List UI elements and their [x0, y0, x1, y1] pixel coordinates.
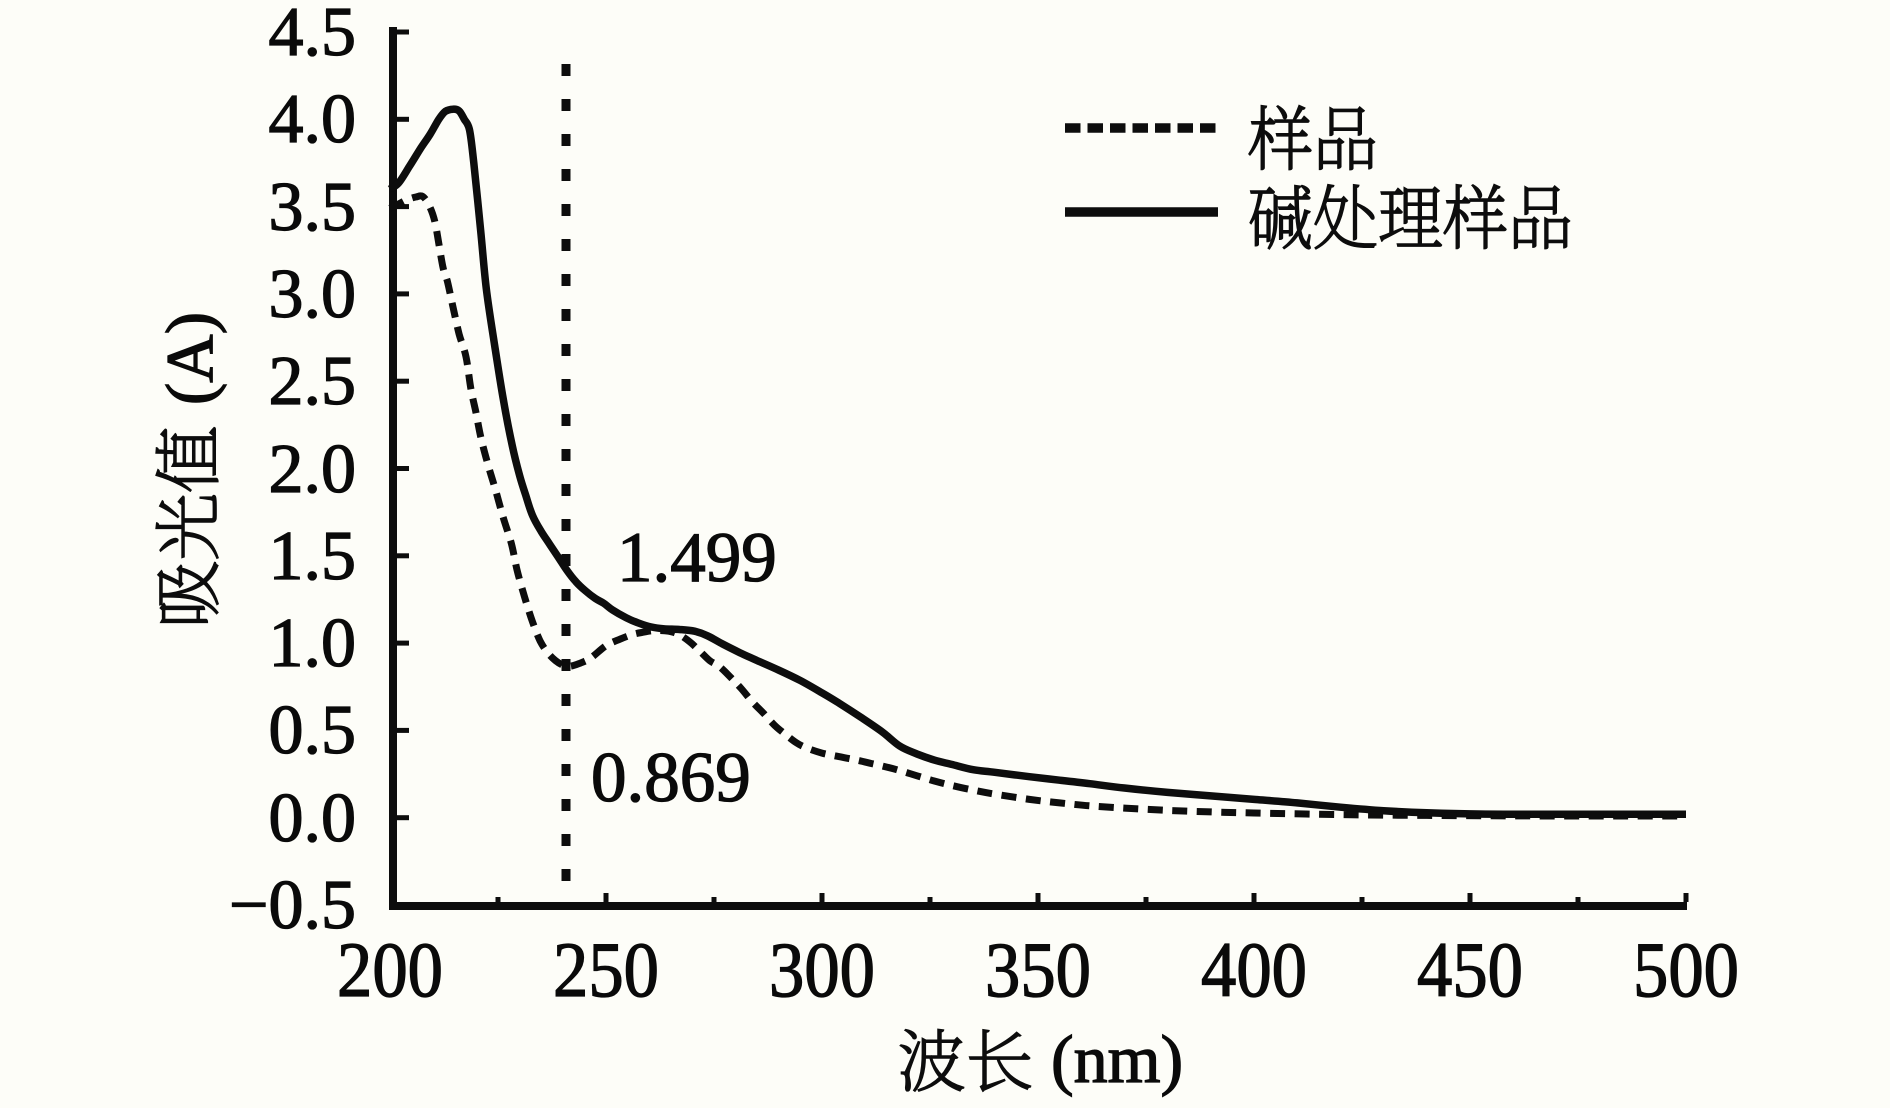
svg-text:(nm): (nm) — [1051, 1021, 1183, 1097]
svg-text:0.5: 0.5 — [269, 692, 357, 769]
svg-text:1.0: 1.0 — [269, 605, 357, 682]
svg-text:300: 300 — [769, 926, 875, 1013]
svg-text:4.5: 4.5 — [269, 0, 357, 71]
svg-text:2.0: 2.0 — [269, 431, 357, 508]
svg-text:400: 400 — [1201, 926, 1307, 1013]
svg-text:−0.5: −0.5 — [229, 867, 356, 944]
svg-text:450: 450 — [1417, 926, 1523, 1013]
svg-text:500: 500 — [1633, 926, 1739, 1013]
svg-text:3.5: 3.5 — [269, 169, 357, 246]
svg-text:(A): (A) — [153, 312, 227, 405]
svg-text:350: 350 — [985, 926, 1091, 1013]
svg-text:4.0: 4.0 — [269, 81, 357, 158]
svg-text:0.0: 0.0 — [269, 780, 357, 857]
svg-text:0.869: 0.869 — [591, 739, 751, 817]
svg-text:2.5: 2.5 — [269, 343, 357, 420]
svg-text:3.0: 3.0 — [269, 256, 357, 333]
svg-text:1.5: 1.5 — [269, 518, 357, 595]
svg-text:200: 200 — [337, 926, 443, 1013]
svg-text:250: 250 — [553, 926, 659, 1013]
svg-text:1.499: 1.499 — [617, 519, 777, 597]
